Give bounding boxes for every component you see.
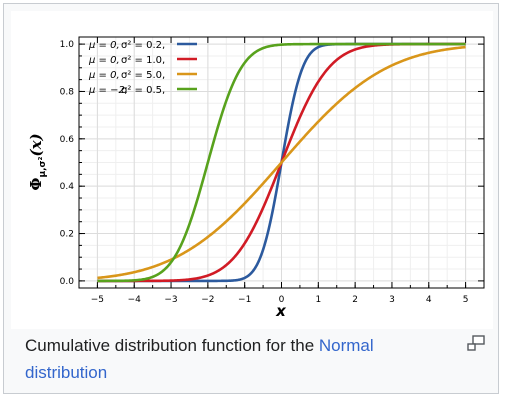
x-tick-label: 1 <box>315 295 321 305</box>
magnify-icon[interactable] <box>466 335 486 353</box>
figure-thumbnail: −5 −4 −3 −2 −1 0 1 2 3 4 5 0.0 0.2 0.4 0.6 0.8 1.0 μ = 0… <box>3 3 499 394</box>
series-curves <box>97 42 466 283</box>
legend-mu-1: μ = 0, <box>88 40 120 51</box>
y-tick-label: 1.0 <box>60 40 75 50</box>
legend-var-1: σ² = 0.2, <box>121 40 165 51</box>
y-tick-label: 0.6 <box>60 135 75 145</box>
x-tick-label: 0 <box>279 295 285 305</box>
normal-distribution-link[interactable]: Normal distribution <box>25 336 374 382</box>
x-tick-label: −2 <box>201 295 214 305</box>
legend-mu-2: μ = 0, <box>88 55 120 66</box>
legend-var-2: σ² = 1.0, <box>121 55 165 66</box>
series-line-3 <box>97 45 466 280</box>
x-tick-label: 2 <box>352 295 358 305</box>
y-tick-label: 0.2 <box>60 230 74 240</box>
series-line-4 <box>97 42 466 283</box>
x-tick-label: −3 <box>164 295 177 305</box>
x-axis-label: x <box>275 302 287 320</box>
y-axis-label: Φμ,σ²(x) <box>27 133 48 190</box>
legend-mu-3: μ = 0, <box>88 70 120 81</box>
legend: μ = 0, σ² = 0.2,μ = 0, σ² = 1.0,μ = 0, σ² =… <box>88 40 197 96</box>
x-tick-label: −1 <box>238 295 251 305</box>
x-tick-label: 5 <box>463 295 469 305</box>
legend-var-4: σ² = 0.5, <box>121 85 165 96</box>
y-tick-label: 0.0 <box>60 277 75 287</box>
legend-mu-4: μ = −2, <box>88 85 128 96</box>
figure-caption: Cumulative distribution function for the… <box>25 332 445 386</box>
y-tick-label: 0.8 <box>60 87 75 97</box>
y-tick-label: 0.4 <box>60 182 75 192</box>
legend-var-3: σ² = 5.0, <box>121 70 165 81</box>
x-tick-label: 3 <box>389 295 395 305</box>
x-tick-label: 4 <box>426 295 432 305</box>
x-tick-label: −4 <box>128 295 142 305</box>
x-tick-label: −5 <box>91 295 104 305</box>
axis-ticks: −5 −4 −3 −2 −1 0 1 2 3 4 5 0.0 0.2 0.4 0.6 0.8 1.0 <box>60 37 485 305</box>
caption-text: Cumulative distribution function for the <box>25 336 319 355</box>
normal-cdf-chart: −5 −4 −3 −2 −1 0 1 2 3 4 5 0.0 0.2 0.4 0.6 0.8 1.0 μ = 0… <box>11 11 493 329</box>
chart-svg: −5 −4 −3 −2 −1 0 1 2 3 4 5 0.0 0.2 0.4 0.6 0.8 1.0 μ = 0… <box>27 36 485 320</box>
